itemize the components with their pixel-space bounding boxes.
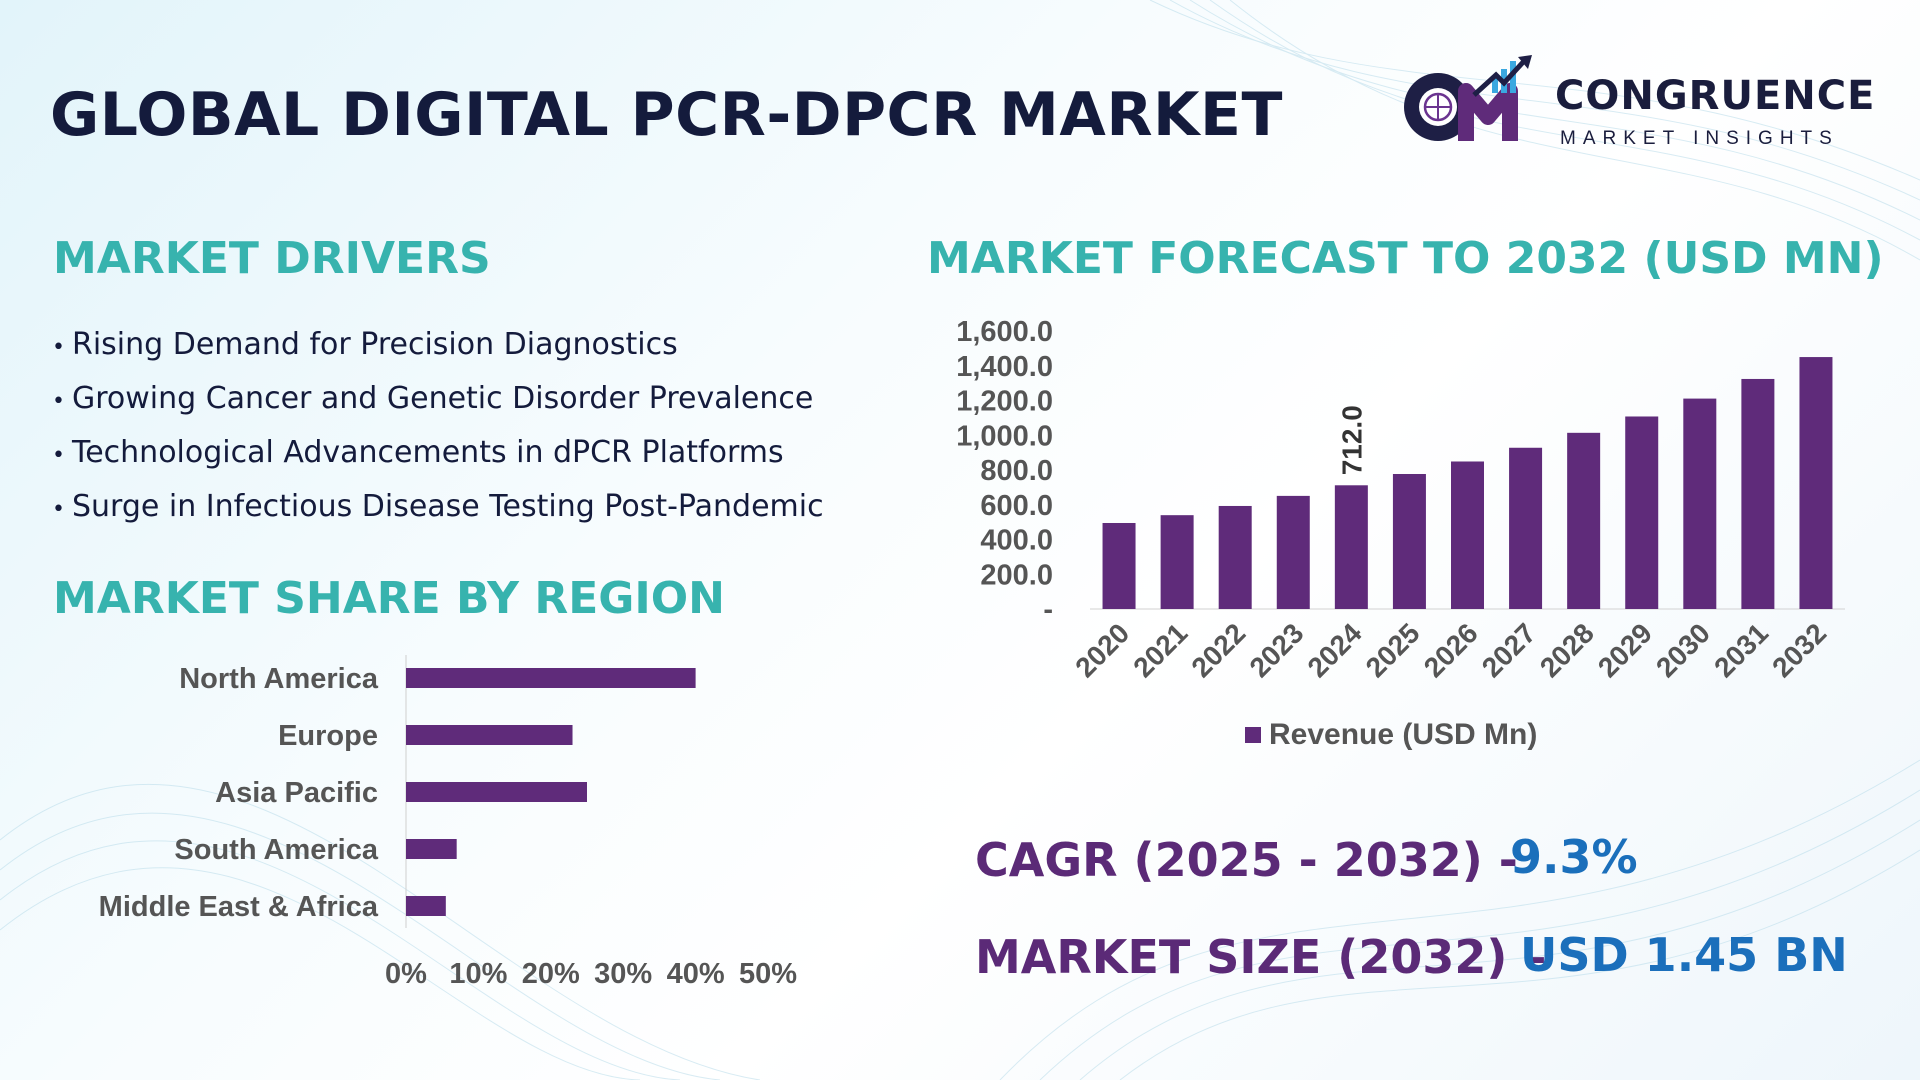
region-label: North America (179, 663, 379, 695)
market-size-label: MARKET SIZE (2032) – (975, 930, 1547, 984)
region-label: Asia Pacific (215, 777, 378, 809)
forecast-y-tick: 1,400.0 (956, 351, 1053, 383)
forecast-x-tick: 2023 (1244, 617, 1310, 683)
forecast-y-tick: 600.0 (980, 490, 1053, 522)
region-x-tick: 50% (739, 958, 797, 990)
forecast-bar (1741, 378, 1775, 609)
forecast-bar (1160, 515, 1194, 609)
drivers-heading: MARKET DRIVERS (53, 233, 491, 284)
forecast-y-tick: - (1043, 594, 1053, 626)
cagr-label: CAGR (2025 - 2032) - (975, 833, 1518, 887)
region-bar (406, 839, 457, 859)
driver-item: Surge in Infectious Disease Testing Post… (52, 484, 824, 538)
forecast-bar (1276, 495, 1310, 609)
forecast-x-tick: 2026 (1418, 617, 1484, 683)
logo-mark-icon (1404, 55, 1532, 141)
forecast-y-tick: 200.0 (980, 559, 1053, 591)
drivers-list: Rising Demand for Precision Diagnostics … (52, 322, 824, 538)
forecast-x-tick: 2021 (1127, 617, 1193, 683)
forecast-bar (1509, 447, 1543, 609)
forecast-bar (1567, 432, 1601, 609)
region-x-tick: 20% (522, 958, 580, 990)
forecast-heading: MARKET FORECAST TO 2032 (USD MN) (927, 233, 1884, 284)
legend-swatch (1245, 727, 1261, 743)
region-label: Middle East & Africa (99, 891, 379, 923)
forecast-bar (1683, 398, 1717, 609)
region-bar (406, 782, 587, 802)
forecast-x-tick: 2022 (1185, 617, 1251, 683)
driver-item: Rising Demand for Precision Diagnostics (52, 322, 824, 376)
region-bar (406, 668, 696, 688)
forecast-data-label: 712.0 (1336, 405, 1367, 475)
company-logo: CONGRUENCE MARKET INSIGHTS (1400, 55, 1874, 155)
logo-tagline: MARKET INSIGHTS (1560, 128, 1839, 149)
forecast-y-tick: 400.0 (980, 525, 1053, 557)
forecast-x-tick: 2020 (1069, 617, 1135, 683)
forecast-y-tick: 800.0 (980, 455, 1053, 487)
forecast-bar (1392, 473, 1426, 609)
driver-item: Technological Advancements in dPCR Platf… (52, 430, 824, 484)
region-x-tick: 40% (667, 958, 725, 990)
forecast-x-tick: 2028 (1534, 617, 1600, 683)
forecast-x-tick: 2029 (1592, 617, 1658, 683)
region-heading: MARKET SHARE BY REGION (53, 573, 725, 624)
market-size-value: USD 1.45 BN (1520, 928, 1848, 982)
cagr-value: 9.3% (1510, 830, 1638, 884)
forecast-legend: Revenue (USD Mn) (1245, 718, 1537, 752)
region-bar (406, 896, 446, 916)
region-x-tick: 10% (449, 958, 507, 990)
logo-name: CONGRUENCE (1555, 73, 1876, 119)
forecast-bar (1102, 522, 1136, 609)
forecast-y-tick: 1,000.0 (956, 420, 1053, 452)
forecast-x-tick: 2027 (1476, 617, 1542, 683)
forecast-y-tick: 1,600.0 (956, 316, 1053, 348)
legend-label: Revenue (USD Mn) (1269, 718, 1538, 751)
forecast-y-tick: 1,200.0 (956, 386, 1053, 418)
region-label: South America (174, 834, 378, 866)
forecast-x-tick: 2030 (1650, 617, 1716, 683)
forecast-bar (1799, 357, 1833, 609)
region-bar (406, 725, 573, 745)
forecast-x-tick: 2025 (1360, 617, 1426, 683)
page-title: GLOBAL DIGITAL PCR-DPCR MARKET (50, 80, 1283, 150)
forecast-x-tick: 2032 (1766, 617, 1832, 683)
region-label: Europe (278, 720, 378, 752)
region-x-tick: 0% (385, 958, 427, 990)
forecast-bar (1334, 485, 1368, 609)
forecast-bar (1218, 505, 1252, 609)
forecast-bar (1625, 416, 1659, 609)
forecast-x-tick: 2031 (1708, 617, 1774, 683)
region-x-tick: 30% (594, 958, 652, 990)
forecast-bar (1451, 461, 1484, 609)
driver-item: Growing Cancer and Genetic Disorder Prev… (52, 376, 824, 430)
forecast-x-tick: 2024 (1302, 617, 1368, 683)
